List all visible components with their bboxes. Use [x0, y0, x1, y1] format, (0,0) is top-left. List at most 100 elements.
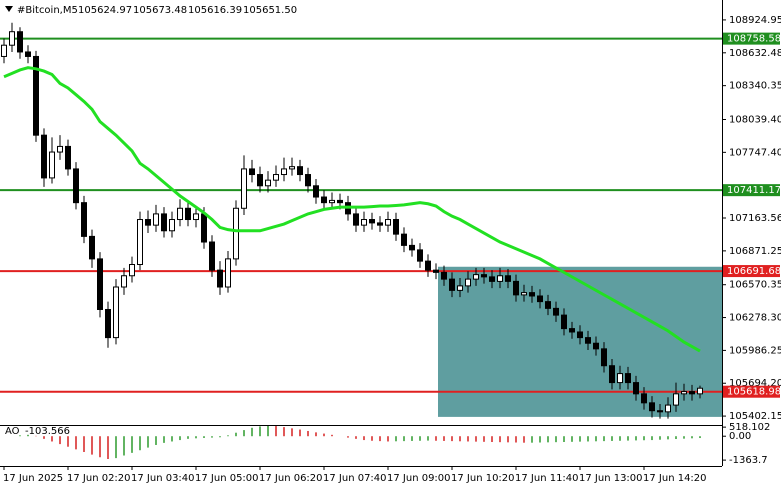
candle-body: [369, 219, 375, 224]
x-tick-label: 17 Jun 02:20: [67, 473, 131, 484]
indicator-name: AO: [5, 426, 20, 437]
candle-body: [353, 213, 359, 226]
header-high: 105673.48: [133, 5, 187, 16]
candle-body: [105, 308, 111, 339]
candle-body: [201, 213, 207, 243]
candle-body: [217, 269, 223, 288]
candle-body: [689, 391, 695, 395]
level-label: 108758.58: [727, 34, 781, 45]
candle-body: [409, 244, 415, 251]
candle-body: [257, 174, 263, 187]
y-tick-label: 108924.95: [729, 15, 781, 26]
x-tick-label: 17 Jun 07:40: [323, 473, 387, 484]
candle-body: [497, 275, 503, 282]
candle-body: [57, 145, 63, 153]
candle-body: [529, 292, 535, 297]
candle-body: [641, 393, 647, 404]
y-tick-label: 108039.40: [729, 115, 781, 126]
y-tick-label: 108340.35: [729, 81, 781, 92]
candle-body: [577, 331, 583, 339]
candle-body: [321, 196, 327, 204]
ao-tick-label: 0.00: [729, 431, 751, 442]
y-tick-label: 106871.25: [729, 246, 781, 257]
x-tick-label: 17 Jun 10:20: [451, 473, 515, 484]
y-tick-label: 105986.25: [729, 345, 781, 356]
candle-body: [337, 199, 343, 204]
candle-body: [153, 213, 159, 226]
candle-body: [249, 168, 255, 176]
candle-body: [489, 276, 495, 282]
x-tick-label: 17 Jun 11:40: [515, 473, 579, 484]
candle-body: [681, 391, 687, 395]
candle-body: [393, 219, 399, 235]
candle-body: [593, 342, 599, 350]
candle-body: [417, 249, 423, 262]
candle-body: [465, 278, 471, 287]
candle-body: [265, 179, 271, 187]
header-close: 105651.50: [243, 5, 297, 16]
symbol: #Bitcoin,M5: [17, 5, 78, 16]
level-label: 105618.98: [727, 387, 781, 398]
y-tick-label: 106278.30: [729, 313, 781, 324]
candle-body: [33, 55, 39, 136]
candle-body: [129, 264, 135, 277]
candle-body: [17, 31, 23, 53]
candle-body: [89, 235, 95, 260]
level-label-box: [723, 385, 780, 398]
x-tick-label: 17 Jun 14:20: [643, 473, 707, 484]
candle-body: [313, 185, 319, 198]
candle-body: [625, 373, 631, 384]
header-open: 105624.97: [78, 5, 132, 16]
candle-body: [513, 280, 519, 296]
y-tick-label: 108632.48: [729, 48, 781, 59]
ao-tick-label: -1363.7: [729, 455, 768, 466]
x-tick-label: 17 Jun 05:00: [195, 473, 259, 484]
level-label-box: [723, 265, 780, 278]
y-tick-label: 105694.20: [729, 378, 781, 389]
candle-body: [697, 387, 703, 395]
candle-body: [97, 258, 103, 310]
y-tick-label: 107747.40: [729, 147, 781, 158]
x-tick-label: 17 Jun 06:20: [259, 473, 323, 484]
candle-body: [73, 168, 79, 204]
candle-body: [673, 393, 679, 406]
y-tick-label: 107163.56: [729, 213, 781, 224]
candle-body: [505, 275, 511, 282]
candle-body: [281, 168, 287, 176]
candle-body: [177, 207, 183, 221]
y-tick-label: 105402.15: [729, 411, 781, 422]
candle-body: [329, 199, 335, 204]
moving-average: [3, 66, 701, 353]
candle-body: [449, 278, 455, 291]
menu-triangle[interactable]: [5, 6, 13, 12]
level-label-box: [723, 32, 780, 45]
candle-body: [433, 269, 439, 273]
candle-body: [569, 328, 575, 333]
candle-body: [585, 337, 591, 344]
candle-body: [617, 373, 623, 384]
candle-body: [273, 174, 279, 181]
x-tick-label: 17 Jun 13:00: [579, 473, 643, 484]
axis-layer: 108924.95 108632.48 108340.35 108039.40 1077…: [3, 15, 781, 484]
candle-body: [1, 44, 7, 57]
main-layer: [0, 22, 722, 459]
candle-body: [121, 275, 127, 288]
candle-body: [361, 219, 367, 226]
candle-body: [601, 348, 607, 367]
ao-tick-label: 518.102: [729, 422, 770, 433]
candle-body: [169, 219, 175, 232]
level-label: 107411.17: [727, 185, 781, 196]
candle-body: [289, 166, 295, 170]
candle-body: [561, 314, 567, 330]
indicator-last: -103.566: [25, 426, 70, 437]
header-low: 105616.39: [188, 5, 242, 16]
candle-body: [385, 219, 391, 226]
candle-body: [241, 168, 247, 209]
candle-body: [137, 219, 143, 266]
candle-body: [377, 222, 383, 226]
candle-body: [649, 402, 655, 412]
candle-body: [441, 271, 447, 280]
candle-body: [233, 207, 239, 260]
candle-body: [473, 274, 479, 280]
